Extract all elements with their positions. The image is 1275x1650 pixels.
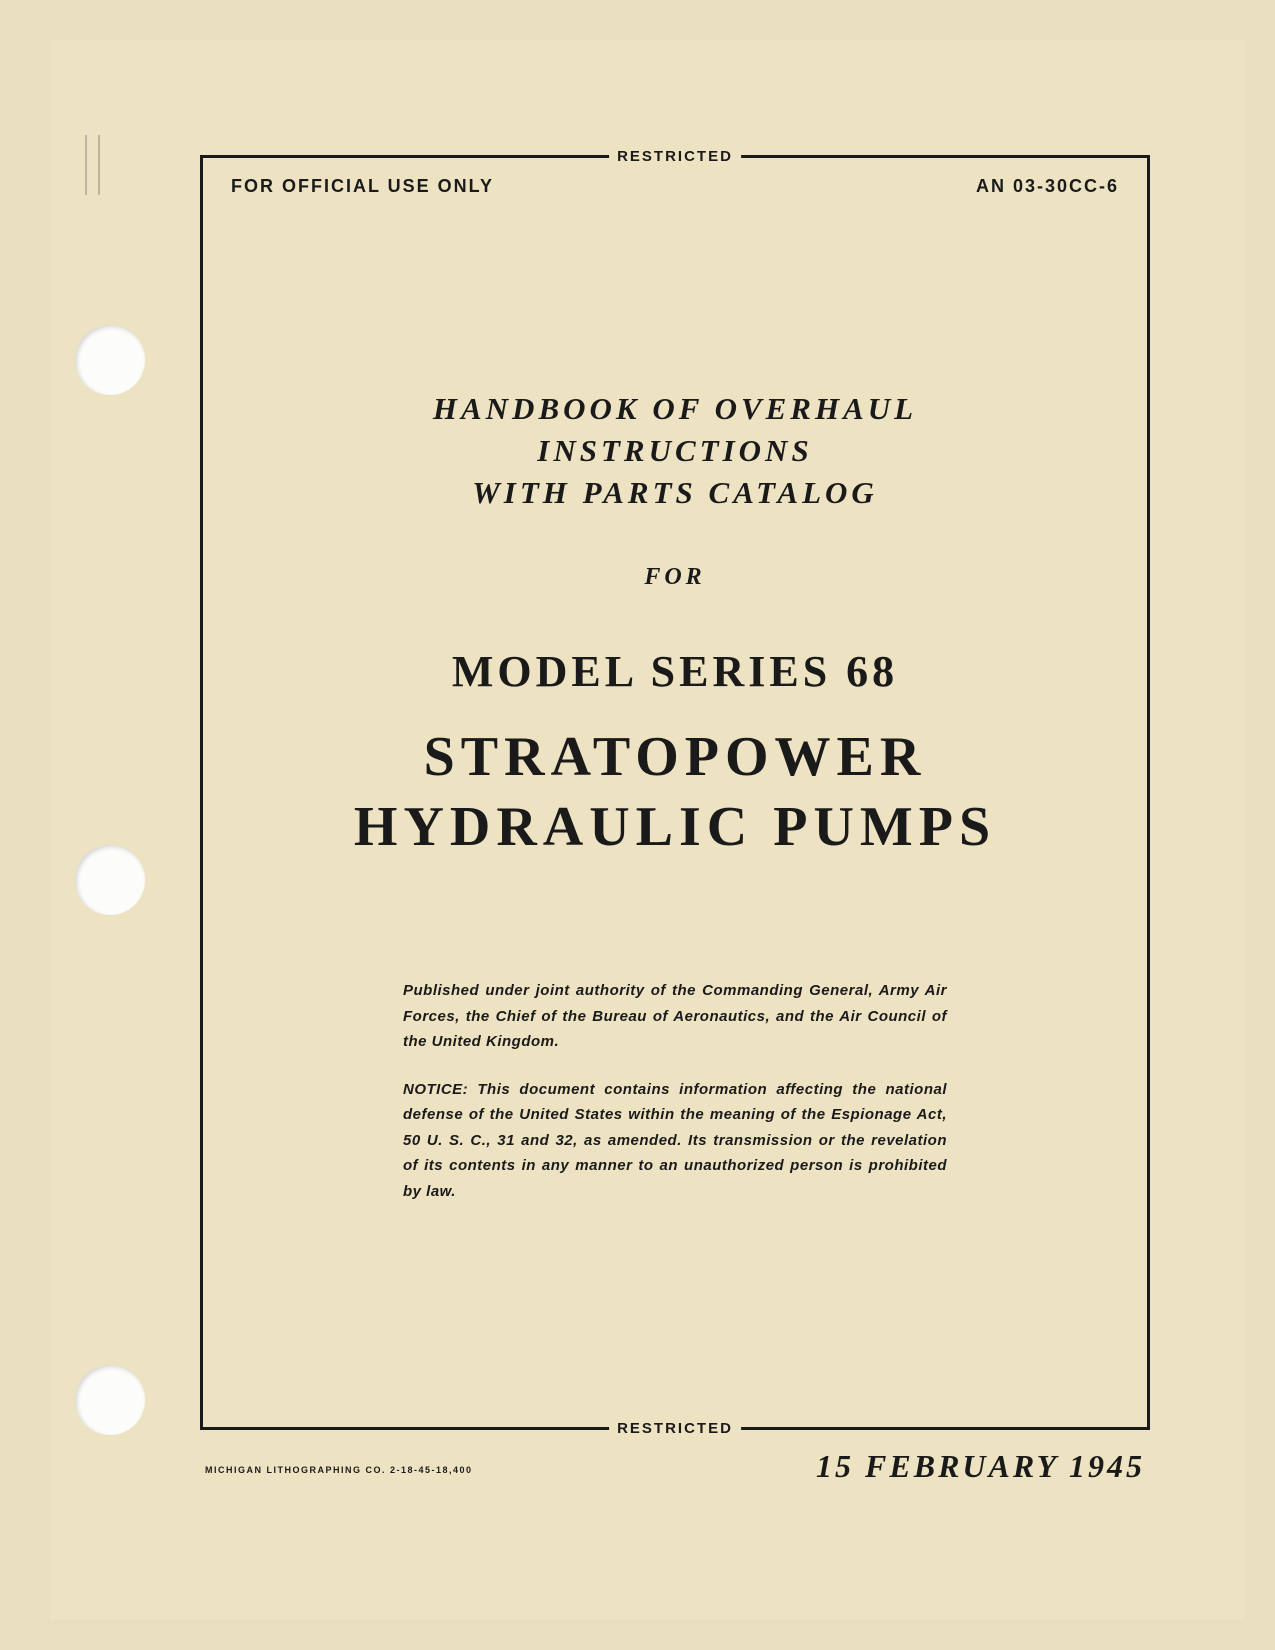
binder-hole	[75, 1365, 145, 1435]
document-page: RESTRICTED RESTRICTED FOR OFFICIAL USE O…	[50, 40, 1245, 1620]
authority-paragraph: Published under joint authority of the C…	[403, 978, 947, 1055]
subtitle-line2: INSTRUCTIONS	[203, 430, 1147, 472]
publication-date: 15 FEBRUARY 1945	[816, 1448, 1145, 1485]
binder-hole	[75, 845, 145, 915]
printer-info: MICHIGAN LITHOGRAPHING CO. 2-18-45-18,40…	[205, 1465, 473, 1475]
header-left: FOR OFFICIAL USE ONLY	[231, 176, 494, 197]
subtitle-line3: WITH PARTS CATALOG	[203, 472, 1147, 514]
classification-bottom: RESTRICTED	[609, 1420, 741, 1437]
header-right: AN 03-30CC-6	[976, 176, 1119, 197]
notice-block: Published under joint authority of the C…	[403, 978, 947, 1226]
for-label: FOR	[203, 564, 1147, 591]
title-block: HANDBOOK OF OVERHAUL INSTRUCTIONS WITH P…	[203, 388, 1147, 862]
notice-paragraph: NOTICE: This document contains informati…	[403, 1077, 947, 1205]
main-title-line1: STRATOPOWER	[203, 722, 1147, 792]
binder-hole	[75, 325, 145, 395]
staple-mark	[85, 135, 100, 195]
main-title-line2: HYDRAULIC PUMPS	[203, 792, 1147, 862]
model-series: MODEL SERIES 68	[203, 646, 1147, 697]
subtitle-line1: HANDBOOK OF OVERHAUL	[203, 388, 1147, 430]
classification-top: RESTRICTED	[609, 148, 741, 165]
document-frame: RESTRICTED RESTRICTED FOR OFFICIAL USE O…	[200, 155, 1150, 1430]
header-row: FOR OFFICIAL USE ONLY AN 03-30CC-6	[231, 176, 1119, 197]
